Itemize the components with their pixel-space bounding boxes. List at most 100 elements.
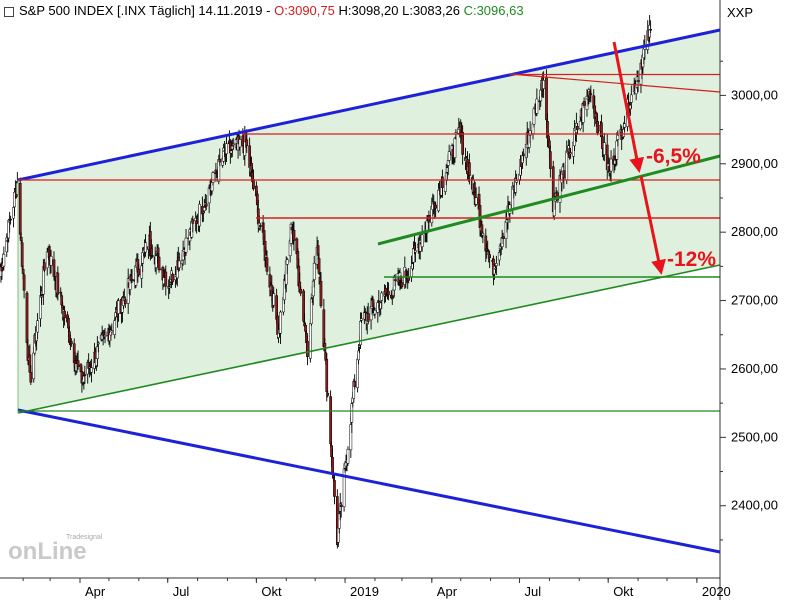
candle-body: [63, 310, 66, 319]
candle-body: [218, 158, 222, 163]
x-tick-label: Apr: [85, 584, 106, 599]
candle: [211, 171, 215, 186]
candle: [272, 286, 276, 308]
candle-body: [377, 300, 381, 303]
candle-body: [265, 257, 269, 272]
candle: [575, 123, 579, 135]
candle-body: [575, 126, 579, 130]
open-value: O:3090,75: [274, 3, 335, 18]
candle: [380, 291, 384, 309]
candle-body: [25, 292, 29, 343]
candle: [144, 234, 147, 257]
candle-body: [425, 220, 429, 234]
candle-body: [339, 504, 343, 507]
candle: [623, 115, 626, 133]
candle-body: [204, 203, 208, 207]
candle: [204, 194, 208, 211]
candle-body: [9, 218, 12, 221]
candle-body: [191, 219, 195, 224]
candle-body: [90, 367, 93, 373]
candle: [292, 221, 296, 251]
candle: [366, 302, 370, 325]
candle-body: [535, 98, 539, 114]
candle: [83, 365, 87, 385]
candle: [629, 85, 633, 109]
candle: [22, 272, 26, 299]
candle-body: [309, 323, 312, 359]
candle-body: [60, 295, 64, 306]
candle-body: [123, 299, 127, 304]
candle-body: [130, 279, 134, 282]
candle: [231, 137, 235, 151]
candle-body: [636, 80, 640, 82]
candle: [113, 317, 117, 339]
candle: [569, 147, 572, 159]
candle: [9, 215, 12, 225]
candle-body: [565, 150, 569, 180]
candle-body: [245, 139, 249, 146]
candle-body: [461, 132, 465, 155]
y-tick-label: 2700,00: [731, 293, 778, 308]
candle: [400, 280, 404, 289]
candle: [45, 247, 49, 276]
candle-body: [317, 258, 321, 274]
candle: [110, 323, 114, 335]
candle-body: [183, 253, 187, 256]
candle: [309, 294, 313, 326]
candle-body: [164, 271, 168, 287]
candle: [258, 222, 262, 231]
candle: [285, 257, 289, 275]
candle-body: [474, 197, 478, 205]
candle-body: [453, 138, 457, 158]
candle: [434, 201, 438, 218]
y-tick-label: 2800,00: [731, 224, 778, 239]
candle-body: [238, 139, 242, 148]
candle-body: [202, 207, 206, 212]
candle-body: [29, 372, 33, 383]
candle: [447, 144, 451, 163]
candle-body: [346, 448, 350, 464]
candle-body: [501, 236, 505, 239]
candle-body: [32, 352, 36, 380]
candle: [333, 474, 336, 505]
candle-body: [333, 480, 336, 497]
arrow-to-12: [639, 175, 666, 275]
candle: [495, 255, 498, 276]
candle-body: [49, 256, 53, 266]
x-tick-label: 2019: [350, 584, 379, 599]
y-tick-label: 2600,00: [731, 361, 778, 376]
candle-body: [329, 396, 332, 444]
candle-body: [316, 245, 320, 256]
candle: [164, 265, 168, 296]
candle: [302, 288, 305, 323]
candle: [342, 463, 346, 512]
candle: [497, 249, 501, 266]
watermark-small-text: Tradesignal: [66, 534, 103, 541]
candle: [20, 239, 24, 270]
candle-body: [495, 263, 498, 267]
candle: [218, 148, 222, 167]
candle: [191, 215, 195, 233]
candle-body: [198, 204, 201, 227]
candle: [387, 282, 390, 301]
candle-body: [103, 335, 107, 337]
candle-body: [434, 204, 438, 209]
candle-body: [542, 80, 545, 89]
candle-body: [36, 320, 39, 333]
collapse-icon[interactable]: [4, 6, 14, 17]
candle-body: [649, 28, 652, 31]
candle-body: [272, 293, 276, 306]
candle: [319, 272, 323, 309]
candle-body: [18, 182, 22, 235]
candle-body: [110, 330, 114, 333]
low-value: L:3083,26: [402, 3, 460, 18]
chart-header: S&P 500 INDEX [.INX Täglich] 14.11.2019 …: [4, 3, 524, 18]
candle: [316, 240, 320, 260]
candle: [350, 400, 354, 433]
candle: [609, 150, 613, 182]
candle-body: [45, 251, 49, 269]
candle: [453, 136, 457, 163]
candle-body: [359, 320, 362, 346]
candle: [40, 286, 43, 305]
